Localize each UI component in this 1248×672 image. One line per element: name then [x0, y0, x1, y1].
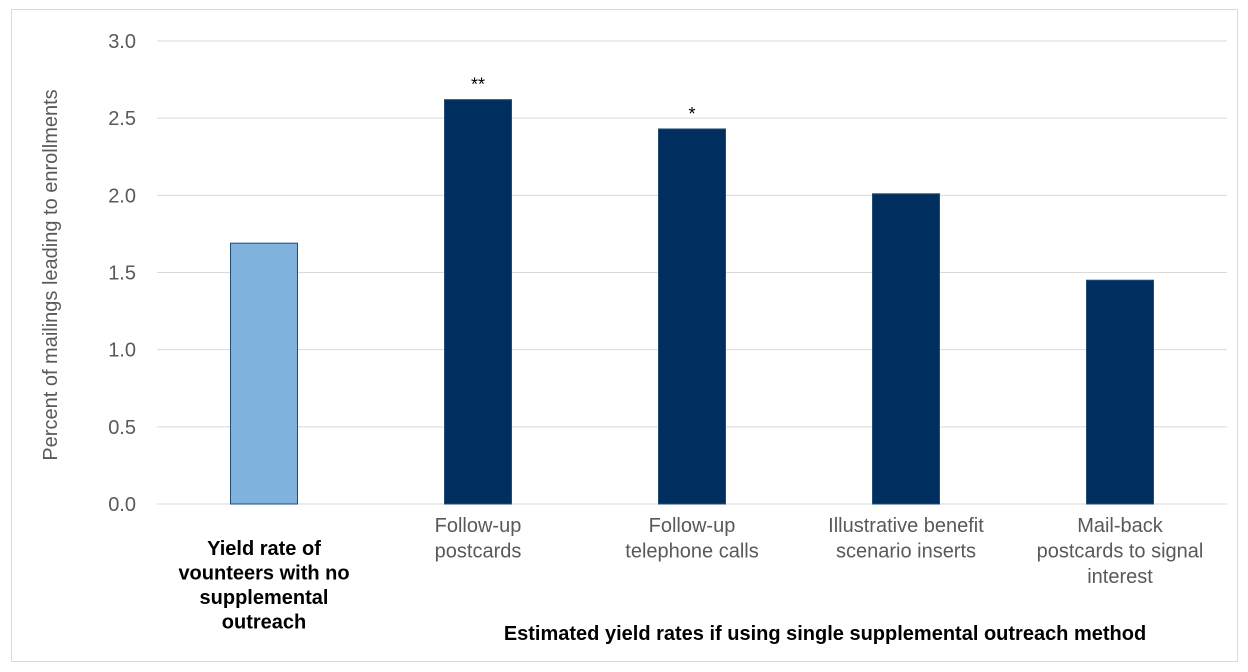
category-label: Follow-up telephone calls — [625, 515, 758, 563]
y-tick-label: 0.0 — [108, 494, 136, 516]
y-axis-title: Percent of mailings leading to enrollmen… — [40, 89, 62, 460]
bar — [658, 128, 726, 505]
significance-marker: * — [688, 104, 695, 124]
category-label-line: scenario inserts — [836, 541, 976, 563]
significance-marker: ** — [471, 75, 485, 95]
significance-markers: *** — [471, 75, 696, 124]
y-axis-ticks: 0.0 0.5 1.0 1.5 2.0 2.5 3.0 — [108, 31, 136, 516]
category-label-line: postcards — [435, 541, 522, 563]
category-label-line: supplemental — [200, 587, 329, 609]
category-label-line: vounteers with no — [178, 563, 349, 585]
bar — [230, 242, 298, 505]
x-axis-title: Estimated yield rates if using single su… — [504, 623, 1146, 645]
bar — [444, 99, 512, 505]
category-label-line: Illustrative benefit — [828, 515, 984, 537]
category-label: Illustrative benefit scenario inserts — [828, 515, 984, 563]
y-tick-label: 3.0 — [108, 31, 136, 53]
y-tick-label: 1.5 — [108, 263, 136, 285]
category-label-line: Yield rate of — [207, 538, 321, 560]
category-label: Follow-up postcards — [435, 515, 522, 563]
y-tick-label: 2.5 — [108, 108, 136, 130]
category-label-line: Mail-back — [1077, 515, 1164, 537]
y-tick-label: 0.5 — [108, 417, 136, 439]
bar — [1086, 279, 1154, 505]
category-label-line: interest — [1087, 566, 1153, 588]
category-label-line: Follow-up — [649, 515, 736, 537]
category-label-line: postcards to signal — [1037, 541, 1204, 563]
y-tick-label: 2.0 — [108, 185, 136, 207]
y-tick-label: 1.0 — [108, 340, 136, 362]
category-label: Mail-back postcards to signal interest — [1037, 515, 1204, 588]
bars — [230, 99, 1154, 505]
category-label-line: Follow-up — [435, 515, 522, 537]
bar — [872, 193, 940, 505]
category-label-line: telephone calls — [625, 541, 758, 563]
category-labels: Yield rate of vounteers with nosupplement… — [178, 515, 1203, 634]
category-label: Yield rate of vounteers with nosupplement… — [178, 538, 349, 634]
category-label-line: outreach — [222, 612, 306, 634]
